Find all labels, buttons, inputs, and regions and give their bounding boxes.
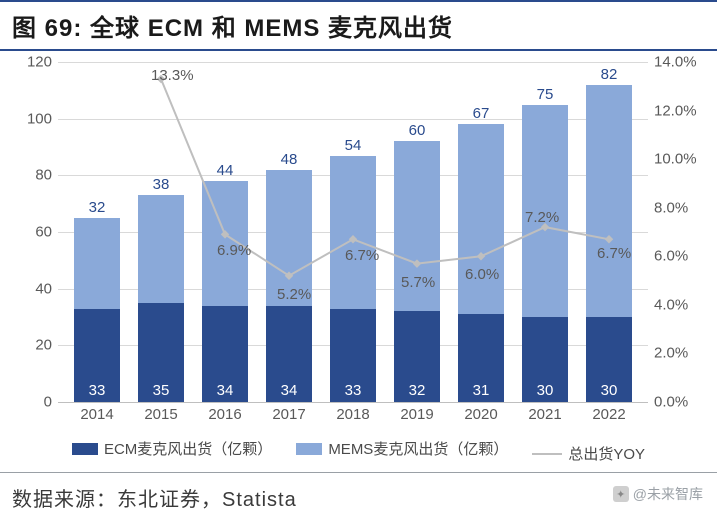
legend-item: 总出货YOY <box>532 443 645 464</box>
y-left-tick: 60 <box>2 224 52 241</box>
yoy-value-label: 6.0% <box>465 266 499 283</box>
figure-container: 图 69: 全球 ECM 和 MEMS 麦克风出货 33323538344434… <box>0 0 717 530</box>
x-tick: 2019 <box>392 406 442 423</box>
legend-item: MEMS麦克风出货（亿颗） <box>296 438 508 459</box>
source-label: 数据来源：东北证券，Statista <box>0 472 717 512</box>
legend-label: 总出货YOY <box>568 443 645 464</box>
x-tick: 2021 <box>520 406 570 423</box>
watermark-icon: ✦ <box>613 486 629 502</box>
yoy-marker <box>605 235 613 243</box>
y-right-tick: 8.0% <box>654 199 714 216</box>
yoy-marker <box>413 259 421 267</box>
y-left-tick: 20 <box>2 337 52 354</box>
watermark-text: @未来智库 <box>633 484 703 504</box>
gridline <box>58 402 648 403</box>
yoy-value-label: 13.3% <box>151 67 194 84</box>
y-left-tick: 40 <box>2 280 52 297</box>
figure-title: 图 69: 全球 ECM 和 MEMS 麦克风出货 <box>0 0 717 51</box>
x-tick: 2017 <box>264 406 314 423</box>
y-right-tick: 4.0% <box>654 296 714 313</box>
y-right-tick: 12.0% <box>654 102 714 119</box>
y-right-tick: 0.0% <box>654 394 714 411</box>
yoy-marker <box>477 252 485 260</box>
legend-swatch <box>72 443 98 455</box>
x-tick: 2020 <box>456 406 506 423</box>
chart-area: 333235383444344833543260316730753082 020… <box>58 62 648 402</box>
x-tick: 2014 <box>72 406 122 423</box>
watermark: ✦ @未来智库 <box>613 484 703 504</box>
y-left-tick: 120 <box>2 54 52 71</box>
legend-item: ECM麦克风出货（亿颗） <box>72 438 272 459</box>
legend-label: MEMS麦克风出货（亿颗） <box>328 438 508 459</box>
y-right-tick: 10.0% <box>654 151 714 168</box>
x-tick: 2018 <box>328 406 378 423</box>
y-left-tick: 80 <box>2 167 52 184</box>
line-layer <box>58 62 648 402</box>
legend: ECM麦克风出货（亿颗） MEMS麦克风出货（亿颗） 总出货YOY <box>0 438 717 464</box>
y-left-tick: 100 <box>2 110 52 127</box>
x-tick: 2022 <box>584 406 634 423</box>
yoy-marker <box>349 235 357 243</box>
legend-label: ECM麦克风出货（亿颗） <box>104 438 272 459</box>
y-right-tick: 14.0% <box>654 54 714 71</box>
yoy-value-label: 7.2% <box>525 209 559 226</box>
y-right-tick: 2.0% <box>654 345 714 362</box>
yoy-value-label: 6.7% <box>597 245 631 262</box>
yoy-value-label: 6.7% <box>345 247 379 264</box>
legend-swatch <box>296 443 322 455</box>
legend-line-swatch <box>532 453 562 455</box>
x-tick: 2015 <box>136 406 186 423</box>
x-tick: 2016 <box>200 406 250 423</box>
yoy-value-label: 6.9% <box>217 242 251 259</box>
y-right-tick: 6.0% <box>654 248 714 265</box>
yoy-value-label: 5.7% <box>401 274 435 291</box>
y-left-tick: 0 <box>2 394 52 411</box>
yoy-value-label: 5.2% <box>277 286 311 303</box>
